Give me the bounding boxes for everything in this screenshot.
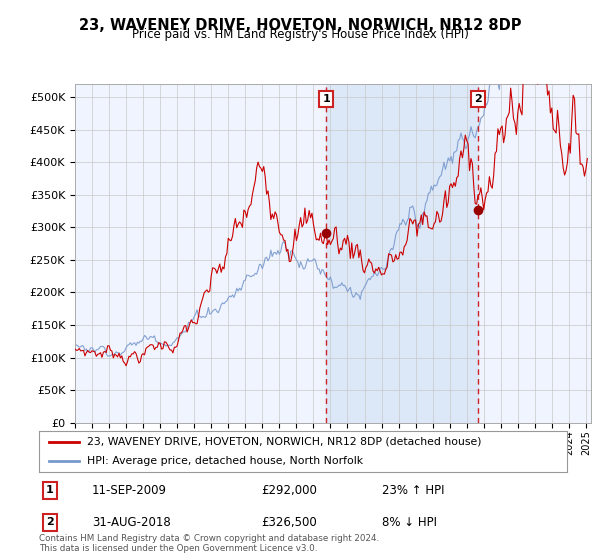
Text: 23, WAVENEY DRIVE, HOVETON, NORWICH, NR12 8DP: 23, WAVENEY DRIVE, HOVETON, NORWICH, NR1…: [79, 18, 521, 33]
Bar: [326, 84, 478, 423]
Text: 8% ↓ HPI: 8% ↓ HPI: [382, 516, 437, 529]
Text: HPI: Average price, detached house, North Norfolk: HPI: Average price, detached house, Nort…: [86, 456, 362, 466]
Text: 31-AUG-2018: 31-AUG-2018: [92, 516, 170, 529]
Text: 1: 1: [322, 94, 330, 104]
Text: Contains HM Land Registry data © Crown copyright and database right 2024.
This d: Contains HM Land Registry data © Crown c…: [39, 534, 379, 553]
Text: 11-SEP-2009: 11-SEP-2009: [92, 484, 167, 497]
Text: 2: 2: [474, 94, 482, 104]
Text: 1: 1: [46, 486, 53, 496]
Text: 23% ↑ HPI: 23% ↑ HPI: [382, 484, 445, 497]
Text: Price paid vs. HM Land Registry's House Price Index (HPI): Price paid vs. HM Land Registry's House …: [131, 28, 469, 41]
Text: 2: 2: [46, 517, 53, 528]
Text: £292,000: £292,000: [261, 484, 317, 497]
Text: £326,500: £326,500: [261, 516, 317, 529]
Text: 23, WAVENEY DRIVE, HOVETON, NORWICH, NR12 8DP (detached house): 23, WAVENEY DRIVE, HOVETON, NORWICH, NR1…: [86, 437, 481, 447]
